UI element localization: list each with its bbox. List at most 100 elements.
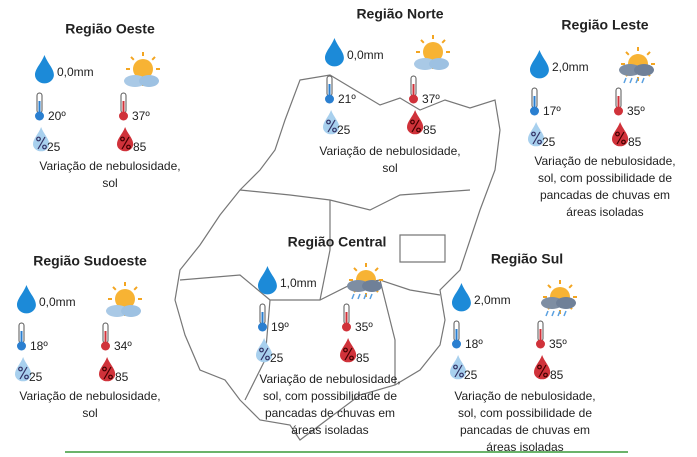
description-line: Variação de nebulosidade, <box>454 389 595 403</box>
humidity-min: 25 <box>47 140 61 154</box>
rain-icon <box>35 55 54 84</box>
percent-dot <box>349 355 354 361</box>
percent-sign <box>102 366 113 380</box>
thermometer-level <box>38 101 41 115</box>
percent-sign <box>531 131 542 145</box>
humidity-max: 85 <box>628 135 642 149</box>
cloud <box>121 305 141 317</box>
percent-dot <box>102 366 107 372</box>
thermometer-bulb <box>530 106 539 116</box>
description-line: Variação de nebulosidade, <box>259 372 400 386</box>
thermometer-level <box>412 84 415 98</box>
description-line: sol <box>82 406 97 420</box>
thermometer-level <box>20 331 23 345</box>
temp-min: 19º <box>271 320 289 334</box>
thermometer-bulb <box>614 106 623 116</box>
thermometer-level <box>617 96 620 110</box>
rain-icon <box>530 50 549 79</box>
percent-dot <box>120 136 125 142</box>
percent-dot <box>410 119 415 125</box>
rain <box>623 77 627 84</box>
temp-min: 18º <box>30 339 48 353</box>
region-title: Região Leste <box>561 17 648 33</box>
percent-dot <box>332 127 337 133</box>
humidity-min: 25 <box>464 368 478 382</box>
description-line: Variação de nebulosidade, <box>319 144 460 158</box>
thermometer-bulb <box>409 94 418 104</box>
weather-icon <box>414 35 450 70</box>
cloud <box>362 280 382 292</box>
cloud <box>556 297 576 309</box>
thermometer-bulb <box>325 94 334 104</box>
rain-amount: 2,0mm <box>474 293 511 307</box>
sun-ray <box>133 286 138 291</box>
description-line: áreas isoladas <box>291 423 368 437</box>
humidity-max: 85 <box>115 370 129 384</box>
sun-ray <box>112 286 117 291</box>
percent-dot <box>265 355 270 361</box>
percent-dot <box>343 347 348 353</box>
rain-icon <box>452 283 471 312</box>
percent-sign <box>453 364 464 378</box>
description-line: sol <box>382 161 397 175</box>
rain <box>563 310 567 317</box>
temp-max: 35º <box>627 104 645 118</box>
percent-dot <box>615 131 620 137</box>
sun-ray <box>646 51 651 56</box>
percent-slash <box>103 366 112 380</box>
thermometer-bulb <box>119 111 128 121</box>
percent-slash <box>19 366 28 380</box>
temp-min: 17º <box>543 104 561 118</box>
sun <box>115 289 135 309</box>
percent-sign <box>120 136 131 150</box>
rain-icon <box>258 266 277 295</box>
thermometer-level <box>345 312 348 326</box>
percent-dot <box>621 139 626 145</box>
percent-sign <box>326 119 337 133</box>
description-line: Variação de nebulosidade, <box>19 389 160 403</box>
humidity-max: 85 <box>423 123 437 137</box>
percent-slash <box>616 131 625 145</box>
percent-dot <box>416 127 421 133</box>
percent-dot <box>543 372 548 378</box>
description-line: sol <box>102 176 117 190</box>
rain <box>351 293 355 300</box>
thermometer-level <box>261 312 264 326</box>
thermometer-bulb <box>536 339 545 349</box>
description-line: pancadas de chuvas em <box>265 406 395 420</box>
weather-icon <box>106 282 142 317</box>
thermometer-level <box>533 96 536 110</box>
percent-sign <box>410 119 421 133</box>
sun-ray <box>374 267 379 272</box>
rain-amount: 0,0mm <box>57 65 94 79</box>
region-title: Região Sudoeste <box>33 253 147 269</box>
rain-amount: 1,0mm <box>280 276 317 290</box>
description-line: áreas isoladas <box>486 440 563 454</box>
thermometer-level <box>455 329 458 343</box>
percent-sign <box>36 136 47 150</box>
percent-dot <box>108 374 113 380</box>
percent-slash <box>454 364 463 378</box>
rain <box>635 77 639 84</box>
percent-dot <box>453 364 458 370</box>
humidity-max: 85 <box>133 140 147 154</box>
thermometer-bulb <box>258 322 267 332</box>
humidity-min: 25 <box>29 370 43 384</box>
humidity-min: 25 <box>542 135 556 149</box>
thermometer-bulb <box>35 111 44 121</box>
percent-slash <box>327 119 336 133</box>
description-line: pancadas de chuvas em <box>540 188 670 202</box>
temp-max: 37º <box>132 109 150 123</box>
rain <box>357 293 361 300</box>
temp-max: 35º <box>355 320 373 334</box>
thermometer-level <box>122 101 125 115</box>
thermometer-level <box>104 331 107 345</box>
percent-dot <box>18 366 23 372</box>
humidity-min: 25 <box>270 351 284 365</box>
description-line: pancadas de chuvas em <box>460 423 590 437</box>
percent-slash <box>344 347 353 361</box>
temp-max: 35º <box>549 337 567 351</box>
percent-slash <box>411 119 420 133</box>
weather-icon <box>124 52 160 87</box>
